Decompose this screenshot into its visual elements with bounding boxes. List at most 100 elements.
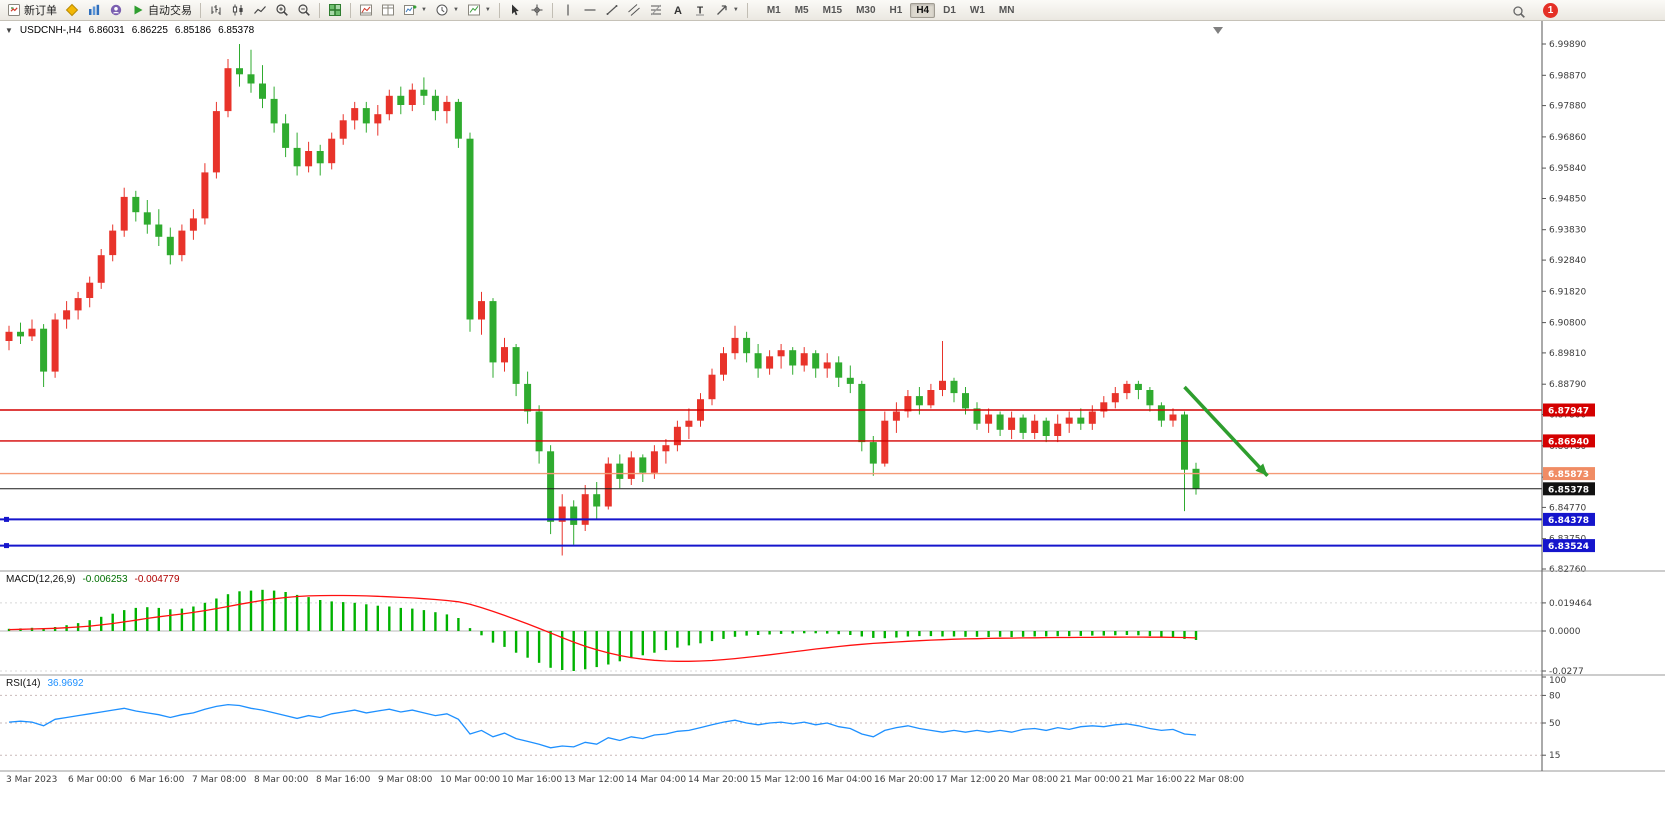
chart-symbol-period: USDCNH-,H4 xyxy=(19,25,82,36)
toolbar-separator xyxy=(350,2,351,18)
toolbar-separator xyxy=(551,2,553,18)
candlestick-chart-button[interactable] xyxy=(227,1,249,19)
label-tool-button[interactable]: T xyxy=(689,1,711,19)
svg-text:0.019464: 0.019464 xyxy=(1549,599,1592,609)
svg-text:0.0000: 0.0000 xyxy=(1549,627,1581,637)
autotrading-button[interactable]: 自动交易 xyxy=(127,1,196,19)
timeframe-button-m30[interactable]: M30 xyxy=(856,4,876,16)
svg-text:-0.0277: -0.0277 xyxy=(1549,667,1584,677)
chevron-down-icon: ▼ xyxy=(421,7,427,13)
svg-text:20 Mar 08:00: 20 Mar 08:00 xyxy=(998,775,1058,785)
svg-text:T: T xyxy=(697,6,703,17)
timeframe-button-d1[interactable]: D1 xyxy=(943,4,956,16)
zoom-in-icon xyxy=(276,4,288,16)
timeframe-button-h1[interactable]: H1 xyxy=(889,4,903,16)
bar-chart-icon xyxy=(211,5,221,15)
svg-text:6.91820: 6.91820 xyxy=(1549,287,1586,297)
one-click-trading-toggle[interactable]: ▼ xyxy=(5,26,13,35)
timeframe-button-m1[interactable]: M1 xyxy=(766,4,781,16)
fibonacci-button[interactable] xyxy=(645,1,667,19)
periods-button[interactable]: ▼ xyxy=(431,1,463,19)
line-chart-button[interactable] xyxy=(249,1,271,19)
svg-text:6.88790: 6.88790 xyxy=(1549,380,1586,390)
svg-text:6.84770: 6.84770 xyxy=(1549,503,1586,513)
shapes-button[interactable]: ▼ xyxy=(711,1,743,19)
zoom-in-button[interactable] xyxy=(271,1,293,19)
chart-high-value: 6.86225 xyxy=(131,25,168,36)
svg-text:15: 15 xyxy=(1549,751,1560,761)
svg-text:6.95840: 6.95840 xyxy=(1549,164,1586,174)
svg-text:17 Mar 12:00: 17 Mar 12:00 xyxy=(936,775,996,785)
arrow-tool-icon xyxy=(716,5,727,15)
svg-text:15 Mar 12:00: 15 Mar 12:00 xyxy=(750,775,810,785)
autotrading-label: 自动交易 xyxy=(148,5,192,17)
timeframe-button-h4[interactable]: H4 xyxy=(910,2,936,18)
svg-text:6.89810: 6.89810 xyxy=(1549,349,1586,359)
svg-text:50: 50 xyxy=(1549,719,1561,729)
templates-button[interactable]: ▼ xyxy=(463,1,495,19)
svg-text:6.99890: 6.99890 xyxy=(1549,40,1586,50)
svg-text:6.83524: 6.83524 xyxy=(1548,542,1589,552)
new-order-label: 新订单 xyxy=(24,5,57,17)
svg-text:6.93830: 6.93830 xyxy=(1549,226,1586,236)
zoom-out-button[interactable] xyxy=(293,1,315,19)
horizontal-line-button[interactable] xyxy=(579,1,601,19)
svg-text:16 Mar 04:00: 16 Mar 04:00 xyxy=(812,775,872,785)
timeframe-button-m5[interactable]: M5 xyxy=(794,4,809,16)
timeframe-button-m15[interactable]: M15 xyxy=(822,4,843,16)
macd-label-name: MACD(12,26,9) xyxy=(6,574,76,585)
svg-text:6 Mar 16:00: 6 Mar 16:00 xyxy=(130,775,185,785)
timeframe-button-w1[interactable]: W1 xyxy=(969,4,985,16)
svg-text:9 Mar 08:00: 9 Mar 08:00 xyxy=(378,775,433,785)
svg-text:8 Mar 00:00: 8 Mar 00:00 xyxy=(254,775,309,785)
channel-button[interactable] xyxy=(623,1,645,19)
chevron-down-icon: ▼ xyxy=(452,7,459,13)
text-tool-button[interactable]: A xyxy=(667,1,689,19)
toolbar-separator xyxy=(498,2,500,18)
rsi-label-name: RSI(14) xyxy=(6,678,41,689)
svg-text:21 Mar 16:00: 21 Mar 16:00 xyxy=(1122,775,1182,785)
text-icon: A xyxy=(674,5,682,17)
add-indicator-icon xyxy=(404,5,417,15)
chart-close-value: 6.85378 xyxy=(218,25,255,36)
svg-text:6.87947: 6.87947 xyxy=(1548,407,1589,417)
indicators-list-button[interactable] xyxy=(355,1,377,19)
metaeditor-button[interactable] xyxy=(61,1,83,19)
community-icon xyxy=(110,4,122,16)
bar-chart-button[interactable] xyxy=(205,1,227,19)
toolbar-separator xyxy=(746,2,748,18)
community-button[interactable] xyxy=(105,1,127,19)
crosshair-button[interactable] xyxy=(526,1,548,19)
chart-open-value: 6.86031 xyxy=(88,25,125,36)
macd-signal-value: -0.004779 xyxy=(134,574,180,585)
chevron-down-icon: ▼ xyxy=(484,7,491,13)
svg-text:6.82760: 6.82760 xyxy=(1549,565,1586,575)
cursor-button[interactable] xyxy=(504,1,526,19)
trendline-button[interactable] xyxy=(601,1,623,19)
svg-text:16 Mar 20:00: 16 Mar 20:00 xyxy=(874,775,934,785)
rsi-value: 36.9692 xyxy=(47,678,84,689)
chart-canvas[interactable]: 6.99890 6.98870 6.97880 6.96860 6.95840 6.948… xyxy=(0,21,1665,840)
chart-area[interactable]: 6.99890 6.98870 6.97880 6.96860 6.95840 6.948… xyxy=(0,21,1665,840)
chart-info-line: ▼ USDCNH-,H4 6.86031 6.86225 6.85186 6.8… xyxy=(5,25,254,36)
line-chart-icon xyxy=(254,6,266,14)
new-order-button[interactable]: 新订单 xyxy=(3,1,61,19)
data-window-button[interactable] xyxy=(377,1,399,19)
tile-windows-icon xyxy=(329,4,341,16)
notification-badge[interactable]: 1 xyxy=(1543,3,1558,18)
svg-text:13 Mar 12:00: 13 Mar 12:00 xyxy=(564,775,624,785)
svg-text:22 Mar 08:00: 22 Mar 08:00 xyxy=(1184,775,1244,785)
timeframe-button-mn[interactable]: MN xyxy=(998,4,1015,16)
svg-text:6.92840: 6.92840 xyxy=(1549,256,1586,266)
tile-windows-button[interactable] xyxy=(324,1,346,19)
svg-text:6.86940: 6.86940 xyxy=(1548,437,1589,447)
template-icon xyxy=(467,4,480,16)
toolbar-separator xyxy=(200,2,201,18)
add-indicator-button[interactable]: ▼ xyxy=(399,1,431,19)
svg-text:100: 100 xyxy=(1549,676,1566,686)
search-button[interactable] xyxy=(1508,3,1530,21)
market-watch-button[interactable] xyxy=(83,1,105,19)
macd-indicator-label: MACD(12,26,9) -0.006253 -0.004779 xyxy=(6,574,180,585)
svg-text:6 Mar 00:00: 6 Mar 00:00 xyxy=(68,775,123,785)
vertical-line-button[interactable] xyxy=(557,1,579,19)
